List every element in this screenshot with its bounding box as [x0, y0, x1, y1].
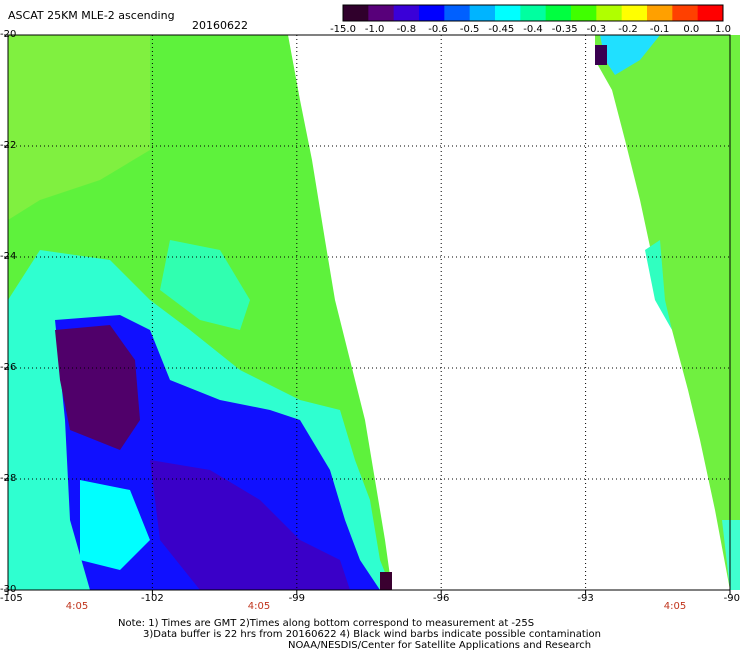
colorbar-tick-label: -15.0	[330, 24, 356, 35]
colorbar-segment	[343, 5, 369, 21]
lon-label: -90	[723, 593, 740, 604]
lat-label: -20	[0, 29, 17, 40]
lat-label: -30	[0, 584, 17, 595]
colorbar-tick-label: -0.5	[459, 24, 480, 35]
colorbar-segment	[596, 5, 623, 21]
swath-left	[8, 35, 392, 590]
colorbar-segment	[621, 5, 648, 21]
colorbar-tick-label: -0.4	[523, 24, 543, 35]
lon-label: -99	[288, 593, 305, 604]
colorbar-segment	[647, 5, 673, 21]
colorbar-segment	[672, 5, 699, 21]
swath-right-cyan2	[645, 240, 672, 330]
colorbar-tick-label: 1.0	[715, 24, 731, 35]
note-line-2: 3)Data buffer is 22 hrs from 20160622 4)…	[143, 629, 601, 640]
lon-label: -96	[433, 593, 450, 604]
swath-right-cyan	[600, 35, 660, 75]
ticks	[4, 34, 731, 595]
colorbar-segment	[469, 5, 496, 21]
swath-right	[595, 35, 740, 590]
lat-label: -26	[0, 362, 17, 373]
swath-left-darkblue	[55, 325, 140, 450]
colorbar-tick-label: -1.0	[364, 24, 385, 35]
colorbar-tick-label: 0.0	[683, 24, 700, 35]
colorbar-segment	[444, 5, 471, 21]
lon-label: -93	[577, 593, 594, 604]
colorbar-segment	[393, 5, 420, 21]
swath-left-edge-dark	[380, 572, 392, 590]
gridlines	[8, 35, 730, 590]
swath-left-cyan2	[160, 240, 250, 330]
colorbar-segment	[545, 5, 572, 21]
colorbar-tick-label: -0.45	[488, 24, 515, 35]
time-label: 4:05	[65, 601, 89, 612]
time-label: 4:05	[247, 601, 271, 612]
map-date: 20160622	[192, 19, 248, 32]
map-title: ASCAT 25KM MLE-2 ascending	[8, 9, 175, 22]
swath-right-dark	[595, 45, 607, 65]
swath-left-purple2	[150, 460, 350, 590]
colorbar-segment	[571, 5, 597, 21]
swath-left-cyan3	[80, 480, 150, 570]
colorbar-tick-label: -0.3	[586, 24, 607, 35]
colorbar-segment	[495, 5, 521, 21]
lon-label: -102	[141, 593, 164, 604]
colorbar-tick-label: -0.1	[649, 24, 670, 35]
colorbar-border	[342, 4, 724, 22]
colorbar-tick-label: -0.8	[396, 24, 417, 35]
colorbar-segment	[520, 5, 547, 21]
colorbar-tick-label: -0.35	[551, 24, 578, 35]
swath-right-lowcyan	[722, 520, 740, 590]
lat-label: -22	[0, 140, 17, 151]
colorbar-segment	[419, 5, 445, 21]
colorbar-segment	[697, 5, 724, 21]
time-label: 4:05	[663, 601, 687, 612]
plot-frame	[7, 34, 731, 591]
lon-label: -105	[0, 593, 23, 604]
note-line-3: NOAA/NESDIS/Center for Satellite Applica…	[288, 640, 592, 651]
swath-left-lightgreen	[8, 35, 150, 220]
lat-label: -24	[0, 251, 17, 262]
note-line-1: Note: 1) Times are GMT 2)Times along bot…	[118, 618, 535, 629]
colorbar	[342, 4, 724, 22]
lat-label: -28	[0, 473, 17, 484]
colorbar-tick-label: -0.2	[618, 24, 638, 35]
colorbar-segment	[368, 5, 395, 21]
colorbar-tick-label: -0.6	[428, 24, 448, 35]
